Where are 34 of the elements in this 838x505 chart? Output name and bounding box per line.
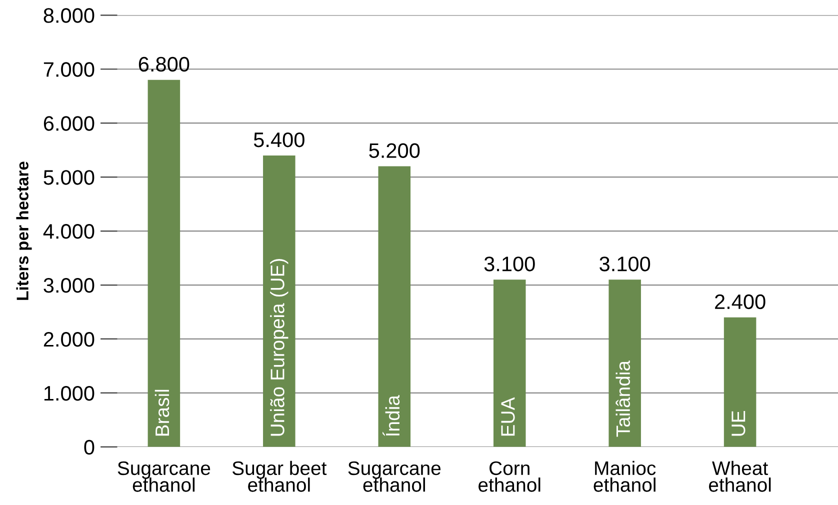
y-tick-label: 6.000 — [44, 116, 94, 131]
bar — [724, 317, 756, 447]
x-tick-label: Sugar beet ethanol — [232, 460, 327, 492]
y-tick-label: 3.000 — [44, 278, 94, 293]
data-label: 2.400 — [715, 294, 766, 310]
y-tick-label: 0 — [84, 440, 94, 455]
bar — [493, 280, 526, 447]
data-label: 3.100 — [600, 256, 650, 272]
data-label: 5.200 — [369, 143, 420, 158]
y-axis-title: Liters per hectare — [16, 162, 32, 300]
annotation: Brasil — [154, 390, 170, 436]
y-tick-label: 8.000 — [44, 8, 94, 23]
annotation: EUA — [501, 397, 515, 436]
bar — [263, 155, 296, 447]
bar — [148, 80, 180, 447]
y-tick-label: 4.000 — [43, 224, 94, 239]
bar — [378, 166, 411, 447]
data-label: 5.400 — [254, 132, 304, 148]
annotation: UE — [732, 411, 746, 436]
annotation: União Europeia (UE) — [270, 259, 288, 436]
data-label: 6.800 — [138, 56, 190, 72]
y-tick-label: 5.000 — [44, 170, 94, 185]
bar — [608, 280, 641, 447]
x-tick-label: Corn ethanol — [478, 461, 540, 492]
y-tick-label: 1.000 — [44, 386, 94, 401]
x-tick-label: Sugarcane ethanol — [118, 461, 210, 492]
x-tick-label: Manioc ethanol — [594, 460, 656, 492]
x-tick-label: Sugarcane ethanol — [348, 461, 441, 492]
y-tick-label: 2.000 — [44, 332, 94, 347]
annotation: Tailândia — [616, 360, 630, 437]
x-tick-label: Wheat ethanol — [708, 460, 771, 492]
data-label: 3.100 — [484, 256, 535, 272]
y-tick-label: 7.000 — [44, 62, 94, 77]
annotation: Índia — [382, 395, 400, 436]
